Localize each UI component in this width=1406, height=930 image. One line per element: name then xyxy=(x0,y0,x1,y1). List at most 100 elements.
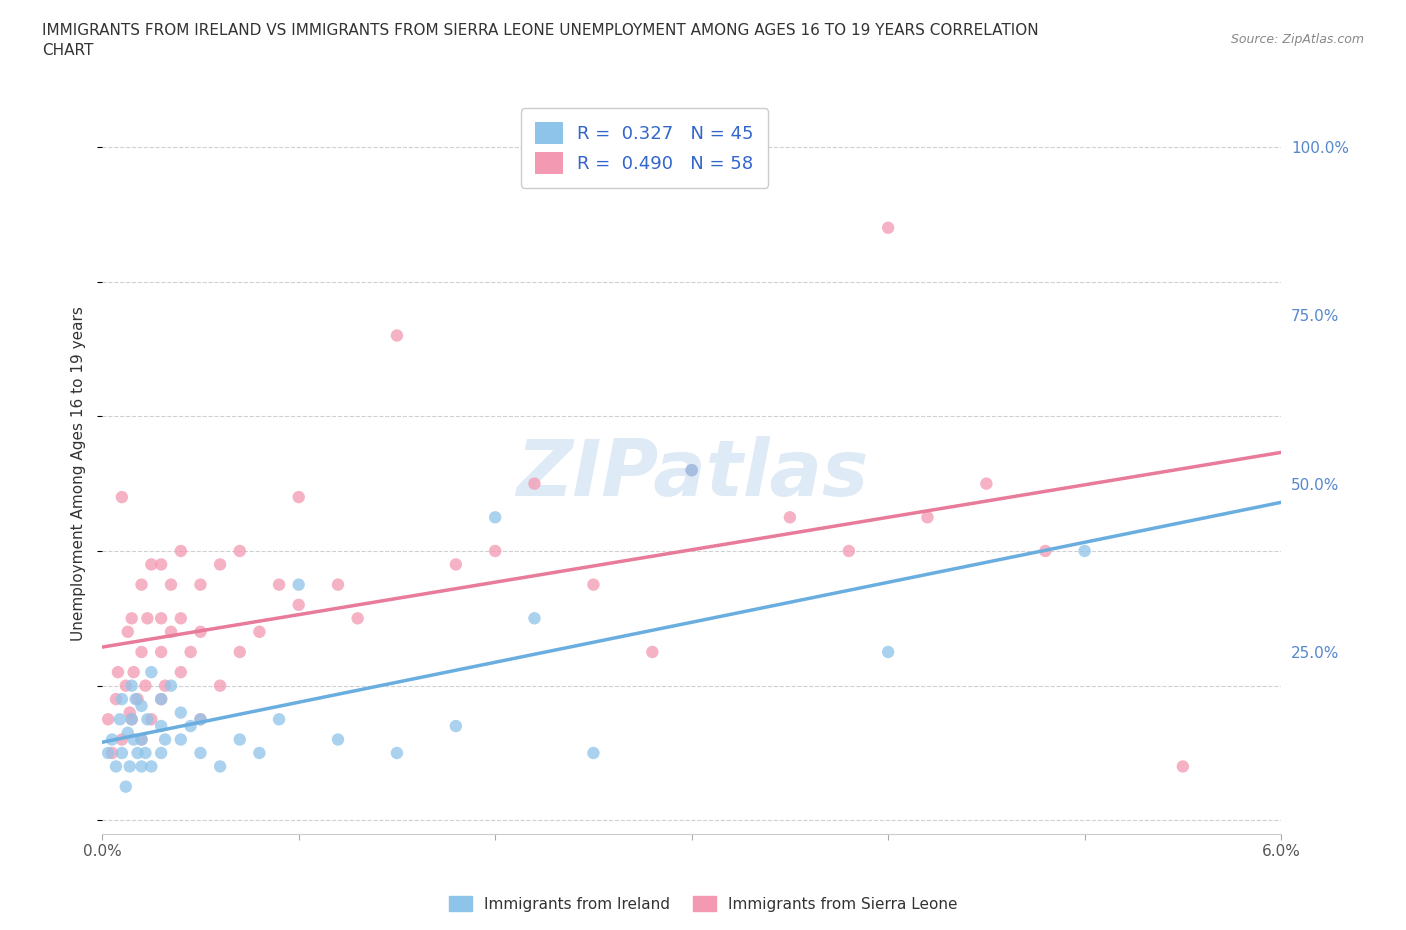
Point xyxy=(122,665,145,680)
Point xyxy=(97,711,120,726)
Point xyxy=(523,476,546,491)
Point xyxy=(582,746,605,761)
Point xyxy=(160,624,183,639)
Point xyxy=(1171,759,1194,774)
Point xyxy=(976,476,998,491)
Point xyxy=(131,644,153,659)
Point xyxy=(641,644,664,659)
Point xyxy=(180,644,202,659)
Point xyxy=(150,644,173,659)
Point xyxy=(681,463,703,478)
Point xyxy=(104,692,127,707)
Point xyxy=(150,692,173,707)
Point xyxy=(267,711,290,726)
Point xyxy=(484,543,506,558)
Point xyxy=(134,678,156,693)
Point xyxy=(779,510,801,525)
Point xyxy=(114,678,136,693)
Point xyxy=(287,578,309,592)
Point xyxy=(170,705,193,720)
Point xyxy=(131,759,153,774)
Point xyxy=(141,557,163,572)
Point xyxy=(131,698,153,713)
Point xyxy=(190,711,212,726)
Point xyxy=(209,759,232,774)
Point xyxy=(108,711,131,726)
Legend: Immigrants from Ireland, Immigrants from Sierra Leone: Immigrants from Ireland, Immigrants from… xyxy=(443,889,963,918)
Point xyxy=(111,732,134,747)
Legend: R =  0.327   N = 45, R =  0.490   N = 58: R = 0.327 N = 45, R = 0.490 N = 58 xyxy=(522,108,768,188)
Point xyxy=(326,732,349,747)
Point xyxy=(136,711,159,726)
Point xyxy=(326,578,349,592)
Point xyxy=(444,557,467,572)
Text: IMMIGRANTS FROM IRELAND VS IMMIGRANTS FROM SIERRA LEONE UNEMPLOYMENT AMONG AGES : IMMIGRANTS FROM IRELAND VS IMMIGRANTS FR… xyxy=(42,23,1039,58)
Point xyxy=(180,719,202,734)
Point xyxy=(118,759,141,774)
Point xyxy=(190,711,212,726)
Point xyxy=(124,692,146,707)
Text: Source: ZipAtlas.com: Source: ZipAtlas.com xyxy=(1230,33,1364,46)
Point xyxy=(523,611,546,626)
Point xyxy=(121,678,143,693)
Point xyxy=(484,510,506,525)
Point xyxy=(287,490,309,505)
Point xyxy=(170,543,193,558)
Point xyxy=(582,578,605,592)
Point xyxy=(229,644,252,659)
Point xyxy=(131,578,153,592)
Point xyxy=(117,624,139,639)
Point xyxy=(111,692,134,707)
Point xyxy=(917,510,939,525)
Point xyxy=(170,665,193,680)
Point xyxy=(160,578,183,592)
Point xyxy=(229,543,252,558)
Point xyxy=(150,557,173,572)
Point xyxy=(121,711,143,726)
Point xyxy=(114,779,136,794)
Point xyxy=(134,746,156,761)
Point xyxy=(160,678,183,693)
Y-axis label: Unemployment Among Ages 16 to 19 years: Unemployment Among Ages 16 to 19 years xyxy=(72,306,86,641)
Point xyxy=(136,611,159,626)
Point xyxy=(131,732,153,747)
Point xyxy=(247,746,270,761)
Point xyxy=(209,557,232,572)
Point xyxy=(117,725,139,740)
Text: ZIPatlas: ZIPatlas xyxy=(516,435,868,512)
Point xyxy=(111,490,134,505)
Point xyxy=(287,597,309,612)
Point xyxy=(170,732,193,747)
Point xyxy=(838,543,860,558)
Point xyxy=(190,624,212,639)
Point xyxy=(141,759,163,774)
Point xyxy=(150,746,173,761)
Point xyxy=(877,220,900,235)
Point xyxy=(111,746,134,761)
Point xyxy=(131,732,153,747)
Point xyxy=(209,678,232,693)
Point xyxy=(190,746,212,761)
Point xyxy=(104,759,127,774)
Point xyxy=(101,746,124,761)
Point xyxy=(141,711,163,726)
Point xyxy=(150,692,173,707)
Point xyxy=(153,678,176,693)
Point xyxy=(247,624,270,639)
Point xyxy=(1073,543,1095,558)
Point xyxy=(150,719,173,734)
Point xyxy=(121,611,143,626)
Point xyxy=(190,578,212,592)
Point xyxy=(346,611,368,626)
Point xyxy=(1033,543,1056,558)
Point xyxy=(122,732,145,747)
Point xyxy=(141,665,163,680)
Point xyxy=(127,746,149,761)
Point xyxy=(150,611,173,626)
Point xyxy=(107,665,129,680)
Point xyxy=(267,578,290,592)
Point xyxy=(444,719,467,734)
Point xyxy=(118,705,141,720)
Point xyxy=(153,732,176,747)
Point xyxy=(127,692,149,707)
